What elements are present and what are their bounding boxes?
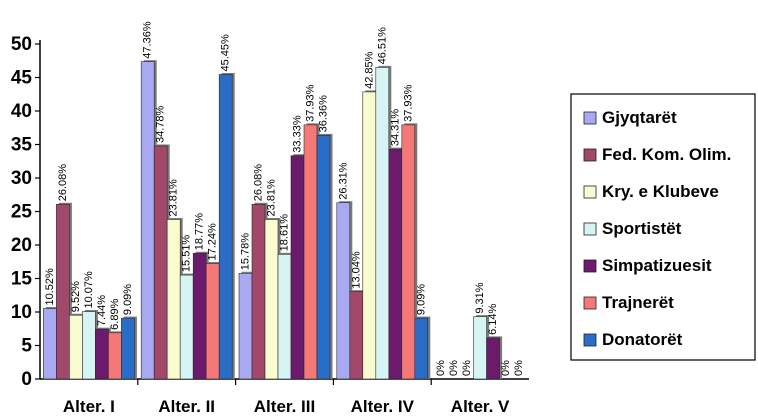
- legend-label: Sportistët: [602, 219, 682, 238]
- data-label: 17.24%: [207, 223, 219, 261]
- x-tick-label: Alter. V: [451, 397, 510, 416]
- bar: [56, 204, 69, 379]
- x-tick-label: Alter. IV: [351, 397, 415, 416]
- data-label: 9.52%: [70, 281, 82, 312]
- data-label: 26.08%: [253, 164, 265, 202]
- data-label: 0%: [448, 360, 460, 376]
- legend-swatch: [584, 260, 596, 272]
- bar: [363, 92, 376, 379]
- y-tick-label: 25: [11, 202, 33, 223]
- data-label: 6.89%: [109, 298, 121, 329]
- bar: [317, 135, 330, 379]
- bar: [82, 312, 95, 379]
- legend-swatch: [584, 297, 596, 309]
- bar: [291, 156, 304, 379]
- y-tick-label: 20: [11, 235, 32, 256]
- data-label: 23.81%: [266, 179, 278, 217]
- data-label: 0%: [500, 360, 512, 376]
- y-tick-label: 15: [11, 269, 33, 290]
- data-label: 33.33%: [292, 115, 304, 153]
- data-label: 0%: [461, 360, 473, 376]
- legend: Gjyqtarët Fed. Kom. Olim. Kry. e Klubeve Sp…: [571, 94, 755, 360]
- data-label: 9.31%: [474, 282, 486, 313]
- bar: [219, 74, 232, 379]
- data-label: 10.52%: [44, 268, 56, 306]
- data-label: 36.36%: [318, 95, 330, 133]
- data-label: 0%: [513, 360, 525, 376]
- data-label: 34.31%: [389, 109, 401, 147]
- y-tick-label: 35: [11, 135, 33, 156]
- data-label: 13.04%: [350, 251, 362, 289]
- bar: [415, 318, 428, 379]
- bar: [337, 203, 350, 379]
- bar: [69, 315, 82, 379]
- bar: [350, 292, 363, 379]
- bar: [252, 204, 265, 379]
- bars: [43, 60, 502, 379]
- legend-label: Trajnerët: [602, 293, 674, 312]
- data-label: 37.93%: [305, 84, 317, 122]
- bar: [402, 125, 415, 379]
- legend-swatch: [584, 334, 596, 346]
- y-tick-label: 10: [11, 302, 32, 323]
- bar: [239, 273, 252, 379]
- data-label: 9.09%: [415, 284, 427, 315]
- data-label: 26.31%: [337, 162, 349, 200]
- x-tick-label: Alter. I: [63, 397, 115, 416]
- data-label: 37.93%: [402, 84, 414, 122]
- bar: [278, 254, 291, 379]
- data-label: 46.51%: [376, 27, 388, 65]
- bar: [487, 338, 500, 379]
- bar: [376, 67, 389, 379]
- data-label: 47.36%: [142, 21, 154, 59]
- legend-label: Simpatizuesit: [602, 256, 712, 275]
- data-label: 18.61%: [279, 214, 291, 252]
- bar: [206, 263, 219, 379]
- y-tick-label: 30: [11, 168, 32, 189]
- data-label: 15.51%: [181, 235, 193, 273]
- bar: [167, 219, 180, 379]
- data-label: 0%: [435, 360, 447, 376]
- legend-label: Kry. e Klubeve: [602, 182, 719, 201]
- bar: [108, 333, 121, 379]
- data-label: 23.81%: [168, 179, 180, 217]
- legend-swatch: [584, 223, 596, 235]
- bar: [180, 275, 193, 379]
- bar: [474, 317, 487, 379]
- x-tick-label: Alter. III: [254, 397, 315, 416]
- data-label: 15.78%: [240, 233, 252, 271]
- legend-swatch: [584, 112, 596, 124]
- data-label: 42.85%: [363, 51, 375, 89]
- y-tick-label: 40: [11, 101, 32, 122]
- data-label: 45.45%: [220, 34, 232, 72]
- bar: [121, 318, 134, 379]
- data-label: 34.78%: [155, 105, 167, 143]
- data-label: 18.77%: [194, 213, 206, 251]
- data-label: 7.44%: [96, 295, 108, 326]
- legend-label: Fed. Kom. Olim.: [602, 145, 731, 164]
- data-label: 6.14%: [487, 303, 499, 334]
- bar: [141, 62, 154, 379]
- data-label: 10.07%: [83, 271, 95, 309]
- bar: [43, 309, 56, 379]
- bar: [389, 149, 402, 379]
- bar: [193, 253, 206, 379]
- bar: [95, 329, 108, 379]
- bar: [304, 125, 317, 379]
- y-tick-label: 45: [11, 68, 33, 89]
- y-tick-label: 5: [21, 336, 32, 357]
- y-tick-label: 50: [11, 34, 32, 55]
- legend-swatch: [584, 149, 596, 161]
- data-label: 9.09%: [122, 284, 134, 315]
- bar: [265, 219, 278, 379]
- bar: [154, 146, 167, 379]
- x-tick-label: Alter. II: [158, 397, 215, 416]
- legend-label: Gjyqtarët: [602, 108, 677, 127]
- data-label: 26.08%: [57, 164, 69, 202]
- legend-swatch: [584, 186, 596, 198]
- legend-label: Donatorët: [602, 330, 683, 349]
- y-tick-label: 0: [21, 369, 32, 390]
